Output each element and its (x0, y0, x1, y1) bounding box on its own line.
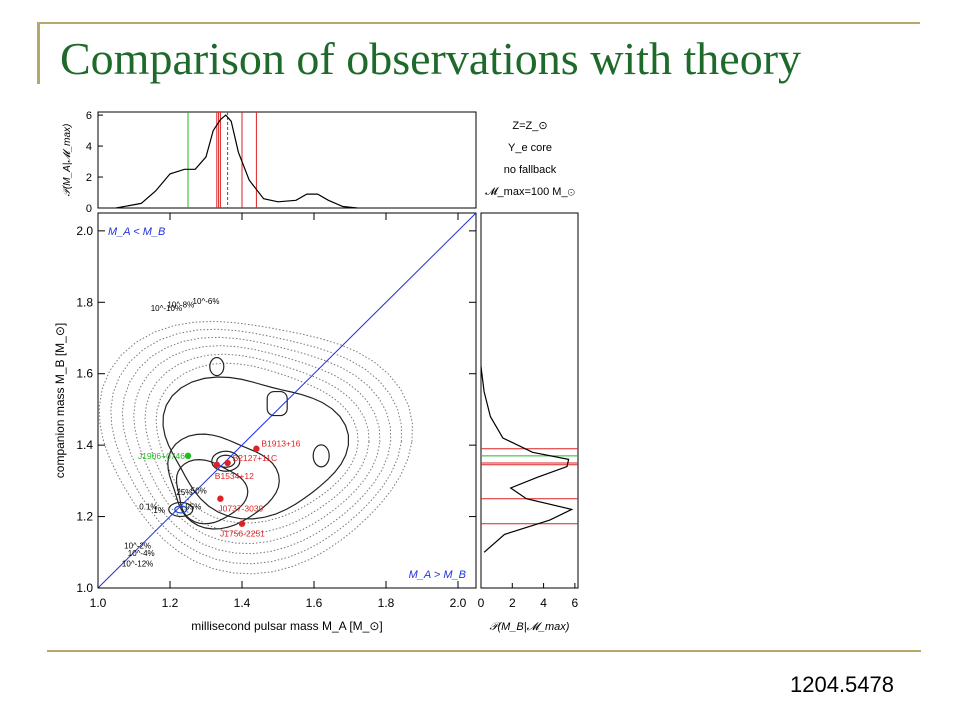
pulsar-point (238, 520, 246, 527)
contour-level-label: 10^-2% (124, 542, 151, 551)
contour-dotted (133, 345, 381, 545)
y-tick-label: 1.8 (76, 295, 93, 309)
contour-95pct-lower (168, 501, 194, 518)
contour-level-label: 1% (153, 506, 165, 515)
pulsar-point (184, 452, 192, 460)
top-y-tick-label: 0 (86, 203, 92, 215)
decorative-bottom-rule (47, 650, 921, 652)
y-axis-label: companion mass M_B [M_⊙] (53, 323, 67, 478)
contour-island (209, 356, 225, 377)
contour-level-label: 10^-12% (122, 560, 153, 569)
contour-dotted (121, 336, 392, 555)
contour-level-label: 25% (176, 488, 192, 497)
region-label-upper: M_A < M_B (108, 226, 165, 238)
x-tick-label: 1.0 (90, 596, 107, 610)
contour-island (266, 390, 288, 417)
contour-level-label: 95% (185, 502, 201, 511)
x-tick-label: 1.6 (306, 596, 323, 610)
contour-level-label: 10^-6% (193, 297, 220, 306)
x-axis-label: millisecond pulsar mass M_A [M_⊙] (191, 619, 382, 633)
contour-level-label: 50% (191, 486, 207, 495)
contour-island (312, 444, 330, 468)
contour-inner-upper (216, 454, 236, 468)
right-panel-frame (480, 212, 579, 589)
contour-25pct (167, 433, 280, 530)
contour-dotted (98, 320, 413, 575)
right-x-tick-label: 0 (478, 596, 485, 610)
top-panel-frame (97, 111, 477, 209)
x-tick-label: 1.2 (162, 596, 179, 610)
top-y-tick-label: 2 (86, 172, 92, 184)
contour-group (98, 213, 476, 588)
pulsar-point (213, 461, 220, 468)
y-tick-label: 1.2 (76, 510, 93, 524)
right-marginal-panel: 0 2 4 6𝒫(M_B|𝓜_max) (478, 212, 579, 633)
legend-line: Z=Z_⊙ (512, 120, 547, 132)
equal-mass-diagonal (98, 213, 476, 588)
right-x-tick-label: 4 (540, 596, 547, 610)
pulsar-point (224, 459, 231, 467)
main-panel-frame (97, 212, 477, 589)
right-distribution-curve (480, 366, 574, 553)
y-tick-label: 1.0 (76, 581, 93, 595)
pulsar-label: B1913+16 (261, 439, 300, 449)
legend-line: no fallback (504, 164, 557, 176)
y-tick-label: 1.4 (76, 438, 93, 452)
right-x-axis-label: 𝒫(M_B|𝓜_max) (490, 621, 570, 633)
y-tick-label: 1.6 (76, 367, 93, 381)
x-tick-label: 1.8 (378, 596, 395, 610)
contour-50pct (175, 458, 249, 525)
main-scatter-panel: 95%50%25%1%0.1%10^-2%10^-4%10^-6%10^-8%1… (53, 212, 477, 633)
contour-95pct-upper (211, 450, 241, 472)
arxiv-reference: 1204.5478 (790, 672, 894, 697)
contour-level-label: 0.1% (139, 502, 157, 511)
contour-level-label: 10^-8% (167, 301, 194, 310)
contour-dotted (110, 328, 402, 565)
pulsar-point (217, 495, 224, 502)
pulsar-label: B2127+11C (233, 453, 278, 463)
legend-line: Y_e core (508, 142, 552, 154)
legend-line: 𝓜_max=100 M_⊙ (485, 186, 575, 198)
right-x-tick-label: 6 (572, 596, 579, 610)
pulsar-point (253, 445, 260, 452)
legend-text: Z=Z_⊙ Y_e core no fallback 𝓜_max=100 M_⊙ (485, 120, 575, 198)
x-tick-label: 1.4 (234, 596, 251, 610)
contour-level-label: 10^-4% (128, 549, 155, 558)
contour-1pct (162, 376, 349, 520)
decorative-vertical-rule (37, 22, 40, 84)
top-y-tick-label: 4 (86, 141, 92, 153)
pulsar-label: B1534+12 (215, 471, 254, 481)
pulsar-label: J0737-3039 (218, 504, 263, 514)
top-distribution-curve (115, 114, 358, 209)
decorative-top-rule (37, 22, 920, 24)
right-x-tick-label: 2 (509, 596, 516, 610)
slide-title: Comparison of observations with theory (60, 33, 802, 84)
top-y-tick-label: 6 (86, 110, 92, 122)
contour-level-label: 10^-10% (151, 304, 182, 313)
region-label-lower: M_A > M_B (409, 569, 466, 581)
pulsar-label: J1906+0746 (138, 451, 185, 461)
y-tick-label: 2.0 (76, 224, 93, 238)
top-y-axis-label: 𝒫(M_A|𝓜_max) (62, 124, 73, 197)
pulsar-label: J1756-2251 (220, 529, 265, 539)
contour-dotted (155, 362, 359, 524)
x-tick-label: 2.0 (450, 596, 467, 610)
top-marginal-panel: 0 2 4 6 𝒫(M_A|𝓜_max) (62, 110, 477, 215)
